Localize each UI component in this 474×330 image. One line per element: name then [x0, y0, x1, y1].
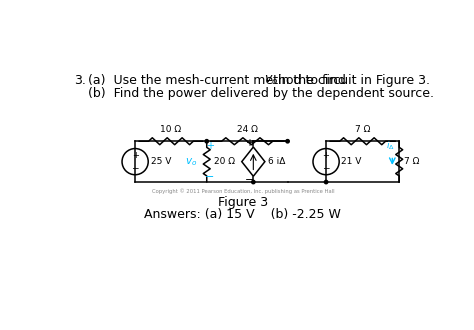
Text: 6 iΔ: 6 iΔ [268, 157, 285, 166]
Text: −: − [131, 163, 139, 172]
Text: $i_\Delta$: $i_\Delta$ [386, 140, 395, 152]
Text: −: − [322, 163, 330, 172]
Text: (a)  Use the mesh-current method to find: (a) Use the mesh-current method to find [88, 74, 350, 87]
Text: −: − [245, 175, 254, 185]
Circle shape [324, 181, 328, 184]
Circle shape [252, 181, 255, 184]
Text: 25 V: 25 V [151, 157, 171, 166]
Circle shape [286, 140, 289, 143]
Text: +: + [323, 151, 329, 160]
Text: Figure 3: Figure 3 [218, 196, 268, 209]
Text: 24 Ω: 24 Ω [237, 125, 257, 134]
Text: 21 V: 21 V [341, 157, 362, 166]
Text: 3.: 3. [74, 74, 86, 87]
Text: 10 Ω: 10 Ω [160, 125, 182, 134]
Text: −: − [205, 172, 215, 182]
Text: (b)  Find the power delivered by the dependent source.: (b) Find the power delivered by the depe… [88, 86, 434, 100]
Text: +: + [246, 138, 254, 148]
Text: in the circuit in Figure 3.: in the circuit in Figure 3. [273, 74, 430, 87]
Text: 7 Ω: 7 Ω [355, 125, 370, 134]
Text: $v_o$: $v_o$ [264, 74, 278, 87]
Text: Copyright © 2011 Pearson Education, Inc. publishing as Prentice Hall: Copyright © 2011 Pearson Education, Inc.… [152, 188, 334, 194]
Text: 20 Ω: 20 Ω [214, 157, 236, 166]
Circle shape [205, 140, 209, 143]
Text: $v_o$: $v_o$ [185, 156, 198, 168]
Text: +: + [206, 141, 214, 151]
Text: +: + [132, 151, 138, 160]
Text: Answers: (a) 15 V    (b) -2.25 W: Answers: (a) 15 V (b) -2.25 W [145, 208, 341, 221]
Text: 7 Ω: 7 Ω [404, 157, 419, 166]
